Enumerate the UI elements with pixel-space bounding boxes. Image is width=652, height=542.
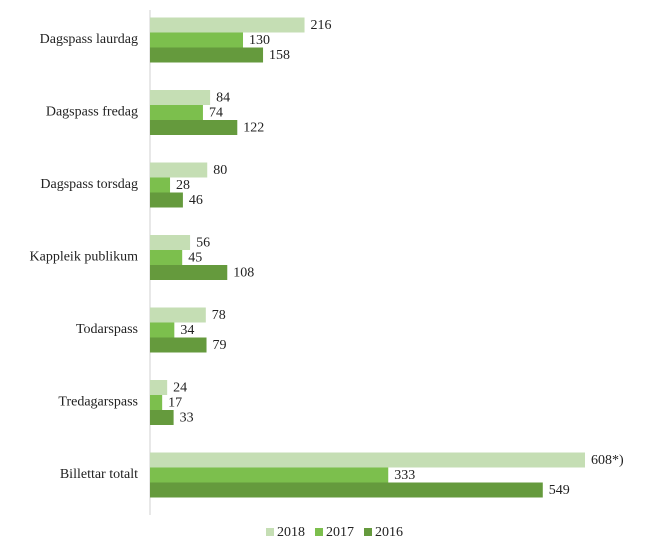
- bar: [150, 105, 203, 120]
- bar: [150, 307, 206, 323]
- bar: [150, 410, 174, 425]
- bar: [150, 235, 191, 250]
- bar: [150, 90, 211, 105]
- data-label: 122: [243, 121, 264, 136]
- bar: [150, 250, 183, 265]
- legend-label: 2018: [277, 525, 305, 540]
- data-label: 549: [549, 483, 570, 498]
- category-label: Kappleik publikum: [30, 250, 139, 265]
- data-label: 34: [180, 323, 194, 338]
- category-label: Dagspass torsdag: [40, 177, 138, 192]
- data-label: 216: [311, 18, 332, 33]
- bar: [150, 265, 228, 280]
- data-label: 46: [189, 193, 203, 208]
- category-label: Todarspass: [76, 322, 138, 337]
- data-label: 333: [394, 468, 415, 483]
- data-label: 45: [188, 251, 202, 266]
- bar: [150, 177, 171, 193]
- data-label: 24: [173, 381, 187, 396]
- data-label: 84: [216, 91, 230, 106]
- bar: [150, 47, 264, 63]
- data-label: 28: [176, 178, 190, 193]
- data-label: 56: [196, 236, 210, 251]
- bar: [150, 380, 168, 395]
- bar: [150, 120, 238, 135]
- legend-swatch: [364, 528, 372, 536]
- legend-label: 2016: [375, 525, 403, 540]
- data-label: 130: [249, 33, 270, 48]
- data-label: 74: [209, 106, 223, 121]
- legend-swatch: [266, 528, 274, 536]
- category-label: Dagspass laurdag: [40, 32, 138, 47]
- data-label: 78: [212, 308, 226, 323]
- bar: [150, 162, 208, 178]
- legend-swatch: [315, 528, 323, 536]
- data-label: 608*): [591, 453, 624, 468]
- category-label: Dagspass fredag: [46, 105, 138, 120]
- bar: [150, 482, 543, 498]
- data-label: 158: [269, 48, 290, 63]
- bar: [150, 192, 183, 208]
- bar: [150, 452, 585, 468]
- bar: [150, 337, 207, 353]
- bar: [150, 322, 175, 338]
- data-label: 80: [213, 163, 227, 178]
- bar: [150, 395, 163, 410]
- bar: [150, 17, 305, 33]
- data-label: 108: [233, 266, 254, 281]
- data-label: 33: [180, 411, 194, 426]
- bar: [150, 32, 244, 48]
- category-label: Billettar totalt: [60, 467, 138, 482]
- bar: [150, 467, 389, 483]
- data-label: 79: [213, 338, 227, 353]
- legend-label: 2017: [326, 525, 354, 540]
- category-label: Tredagarspass: [58, 395, 138, 410]
- data-label: 17: [168, 396, 182, 411]
